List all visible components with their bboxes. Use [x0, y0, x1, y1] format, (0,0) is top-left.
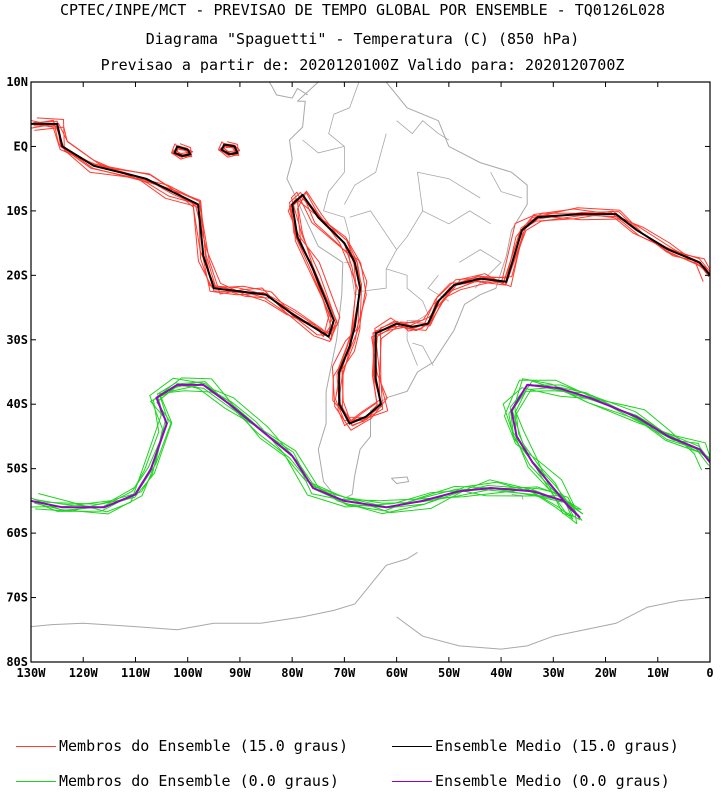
lat-label: 50S [6, 462, 28, 476]
legend-green-line-icon [16, 780, 56, 782]
legend-red-line-icon [16, 745, 56, 747]
lon-label: 30W [542, 666, 564, 680]
lon-label: 110W [121, 666, 151, 680]
lat-label: 10N [6, 75, 28, 89]
legend-member-0-label: Membros do Ensemble (0.0 graus) [59, 772, 339, 790]
country-border [302, 139, 345, 154]
lon-label: 40W [490, 666, 512, 680]
title-line-2: Diagrama "Spaguetti" - Temperatura (C) (… [145, 30, 580, 48]
map-frame [30, 81, 711, 663]
lat-label: 40S [6, 397, 28, 411]
coast-ant-peninsula [31, 551, 418, 631]
ensemble-mean-0-contour [31, 383, 710, 518]
lat-label: 20S [6, 268, 28, 282]
lon-label: 50W [438, 666, 460, 680]
lat-label: 80S [6, 655, 28, 669]
country-border [328, 82, 360, 147]
legend-member-0: Membros do Ensemble (0.0 graus) [16, 771, 339, 791]
legend-mean-0: Ensemble Medio (0.0 graus) [392, 771, 670, 791]
ensemble-mean-layer [31, 122, 710, 518]
lat-label: 60S [6, 526, 28, 540]
lat-label: 30S [6, 333, 28, 347]
legend-member-15: Membros do Ensemble (15.0 graus) [16, 736, 348, 756]
lon-label: 80W [281, 666, 303, 680]
title-line-3: Previsao a partir de: 2020120100Z Valido… [100, 56, 625, 74]
map-background [31, 82, 710, 662]
country-border [490, 172, 523, 199]
lat-label: EQ [14, 139, 28, 153]
ensemble-member-contour [33, 383, 710, 515]
legend-member-15-label: Membros do Ensemble (15.0 graus) [59, 737, 348, 755]
coastline-layer [31, 82, 710, 650]
lon-label: 120W [69, 666, 99, 680]
ensemble-member-contour [31, 377, 710, 520]
legend-black-line-icon [392, 745, 432, 747]
ensemble-mean-15-loop [173, 145, 192, 158]
ensemble-member-contour [218, 141, 239, 158]
coast-sa [286, 82, 528, 502]
ensemble-mean-15-contour [31, 122, 710, 425]
legend-mean-15-label: Ensemble Medio (15.0 graus) [435, 737, 679, 755]
ensemble-members-layer [31, 117, 710, 525]
country-border [396, 120, 450, 141]
lon-label: 20W [595, 666, 617, 680]
country-border [349, 210, 397, 250]
title-line-1: CPTEC/INPE/MCT - PREVISAO DE TEMPO GLOBA… [59, 1, 666, 19]
ensemble-member-contour [31, 122, 710, 424]
lon-label: 0 [706, 666, 713, 680]
lon-label: 90W [229, 666, 251, 680]
lon-label: 60W [386, 666, 408, 680]
lon-label: 10W [647, 666, 669, 680]
lat-label: 10S [6, 204, 28, 218]
lat-label: 70S [6, 591, 28, 605]
country-border [385, 249, 429, 321]
coast-falk [391, 476, 410, 485]
lon-label: 70W [334, 666, 356, 680]
legend-mean-0-label: Ensemble Medio (0.0 graus) [435, 772, 670, 790]
coast-ca [268, 82, 309, 99]
legend-purple-line-icon [392, 780, 432, 782]
ensemble-mean-15-loop [220, 143, 239, 156]
ensemble-member-contour [36, 117, 704, 431]
country-border [323, 146, 350, 237]
country-border [344, 133, 387, 205]
axis-ticks [30, 81, 711, 663]
coast-ant-weddell [396, 597, 710, 650]
country-border [360, 268, 387, 292]
country-border [417, 171, 481, 211]
country-border [412, 342, 434, 366]
lon-label: 100W [173, 666, 203, 680]
legend-mean-15: Ensemble Medio (15.0 graus) [392, 736, 679, 756]
lon-label: 130W [17, 666, 47, 680]
country-border [396, 210, 491, 250]
ensemble-member-contour [171, 143, 192, 160]
